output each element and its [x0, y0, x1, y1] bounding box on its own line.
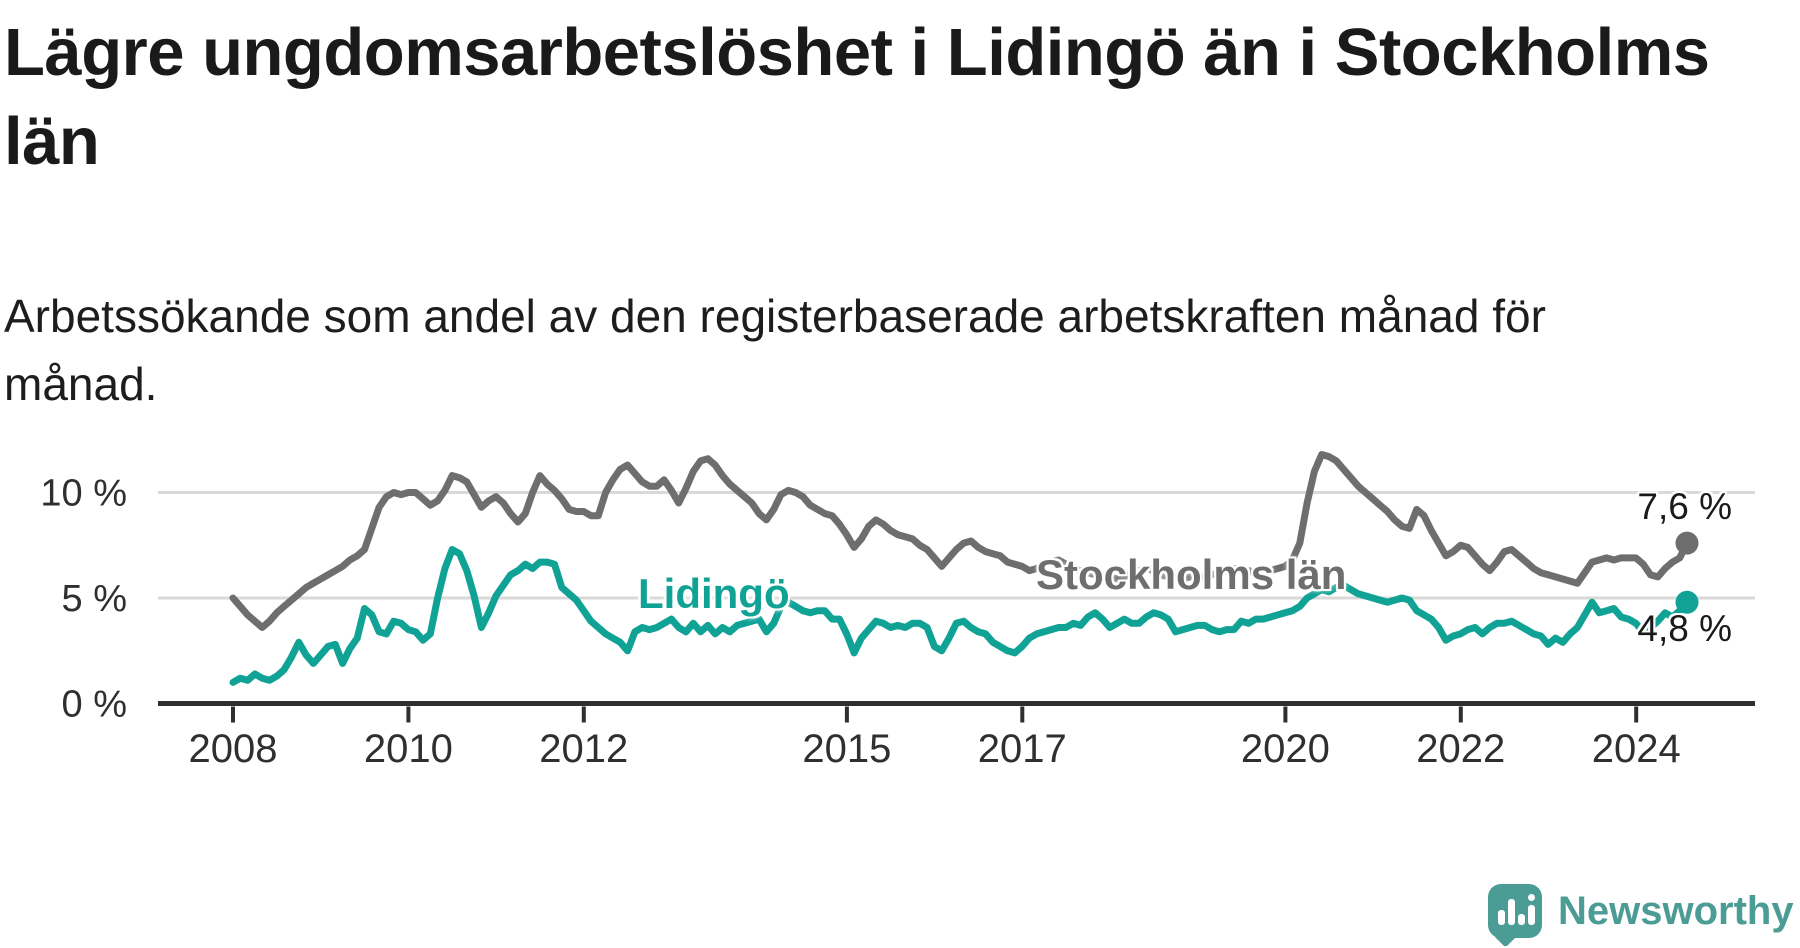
x-axis: 2008 2010 2012 2015 2017 2020 2022 2024	[158, 701, 1755, 771]
series-end-dot-lidingo	[1675, 590, 1699, 614]
newsworthy-logo[interactable]: Newsworthy	[1488, 884, 1794, 938]
x-tick-label: 2012	[539, 727, 628, 771]
gridlines	[158, 491, 1755, 600]
end-value-label-stockholms-lan: 7,6 %	[1637, 486, 1732, 527]
chart-subtitle: Arbetssökande som andel av den registerb…	[4, 290, 1546, 410]
series-line-stockholms-lan	[229, 451, 1691, 631]
x-tick-label: 2010	[364, 727, 453, 771]
logo-bar-icon	[1508, 899, 1515, 925]
newsworthy-bubble-chart-icon	[1488, 884, 1542, 938]
series-end-dot-stockholms-lan	[1675, 531, 1699, 555]
logo-bar-icon	[1498, 910, 1505, 925]
y-tick-label: 0 %	[62, 684, 127, 726]
logo-bar-icon	[1518, 914, 1525, 925]
y-tick-label: 5 %	[62, 578, 127, 620]
x-tick-label: 2015	[802, 727, 891, 771]
logo-exclamation-icon	[1528, 894, 1535, 901]
x-tick-label: 2017	[978, 727, 1067, 771]
newsworthy-wordmark: Newsworthy	[1558, 888, 1794, 933]
page-title: Lägre ungdomsarbetslöshet i Lidingö än i…	[4, 15, 1710, 179]
y-axis-labels: 0 % 5 % 10 %	[40, 473, 127, 726]
y-tick-label: 10 %	[40, 473, 127, 515]
x-tick-label: 2024	[1592, 727, 1681, 771]
logo-exclamation-icon	[1528, 905, 1535, 925]
series-label-lidingo: Lidingö	[638, 570, 790, 617]
x-tick-label: 2022	[1416, 727, 1505, 771]
x-tick-label: 2020	[1241, 727, 1330, 771]
x-tick-label: 2008	[189, 727, 278, 771]
end-value-label-lidingo: 4,8 %	[1637, 608, 1732, 649]
series-line-lidingo	[229, 546, 1691, 686]
series-label-stockholms-lan: Stockholms län	[1036, 551, 1347, 598]
